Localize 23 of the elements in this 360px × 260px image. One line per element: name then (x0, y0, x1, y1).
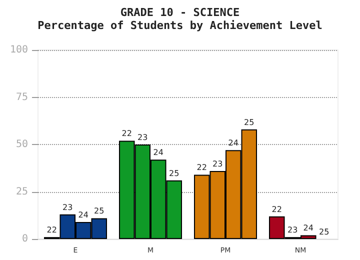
text: 24 (153, 148, 164, 158)
y-tick-label: 25 (16, 186, 28, 198)
text: 25 (319, 228, 330, 236)
text: 23 (288, 226, 298, 235)
series-label: 25 (94, 206, 104, 216)
y-tick-label: 75 (16, 92, 28, 103)
series-label: 24 (78, 210, 88, 220)
y-tick-label: 50 (16, 139, 28, 150)
chart-title: GRADE 10 - SCIENCE (120, 6, 240, 19)
series-label: 22 (46, 226, 57, 235)
text: 23 (212, 159, 223, 168)
text: 22 (122, 129, 132, 138)
text: 23 (138, 133, 148, 142)
text: 22 (272, 204, 282, 214)
chart-subtitle: Percentage of Students by Achievement Level (38, 19, 322, 32)
text: 24 (303, 224, 314, 233)
y-tick-label: 0 (22, 234, 28, 244)
text: 22 (196, 163, 207, 172)
text: 25 (244, 118, 254, 127)
text: 25 (169, 168, 180, 178)
text: 24 (228, 138, 238, 148)
y-tick-label: 100 (10, 44, 28, 56)
series-label: 23 (62, 202, 73, 212)
